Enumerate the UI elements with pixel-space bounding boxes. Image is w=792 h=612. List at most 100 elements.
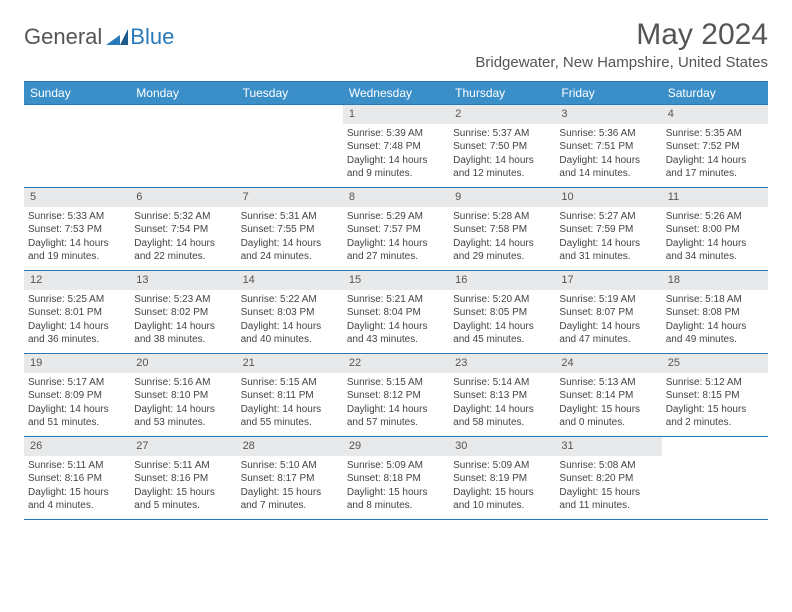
sunset-line: Sunset: 7:57 PM: [347, 223, 445, 237]
daylight-line: Daylight: 15 hours and 0 minutes.: [559, 403, 657, 430]
day-cell: 20Sunrise: 5:16 AMSunset: 8:10 PMDayligh…: [130, 354, 236, 436]
day-cell: 23Sunrise: 5:14 AMSunset: 8:13 PMDayligh…: [449, 354, 555, 436]
day-cell: 25Sunrise: 5:12 AMSunset: 8:15 PMDayligh…: [662, 354, 768, 436]
day-number: 29: [343, 437, 449, 456]
sunrise-line: Sunrise: 5:23 AM: [134, 293, 232, 307]
day-number: 22: [343, 354, 449, 373]
day-cell: 10Sunrise: 5:27 AMSunset: 7:59 PMDayligh…: [555, 188, 661, 270]
day-cell: [24, 105, 130, 187]
sunrise-line: Sunrise: 5:11 AM: [28, 459, 126, 473]
day-header-row: SundayMondayTuesdayWednesdayThursdayFrid…: [24, 81, 768, 104]
day-number: 3: [555, 105, 661, 124]
sunrise-line: Sunrise: 5:28 AM: [453, 210, 551, 224]
sunset-line: Sunset: 8:15 PM: [666, 389, 764, 403]
day-cell: [130, 105, 236, 187]
sunrise-line: Sunrise: 5:35 AM: [666, 127, 764, 141]
daylight-line: Daylight: 14 hours and 17 minutes.: [666, 154, 764, 181]
day-cell: 8Sunrise: 5:29 AMSunset: 7:57 PMDaylight…: [343, 188, 449, 270]
day-cell: [237, 105, 343, 187]
sunrise-line: Sunrise: 5:25 AM: [28, 293, 126, 307]
day-header: Sunday: [24, 82, 130, 104]
sunset-line: Sunset: 7:48 PM: [347, 140, 445, 154]
day-header: Thursday: [449, 82, 555, 104]
sunrise-line: Sunrise: 5:15 AM: [347, 376, 445, 390]
logo-icon: [106, 29, 128, 45]
sunrise-line: Sunrise: 5:18 AM: [666, 293, 764, 307]
day-number: 27: [130, 437, 236, 456]
day-cell: 3Sunrise: 5:36 AMSunset: 7:51 PMDaylight…: [555, 105, 661, 187]
sunset-line: Sunset: 8:11 PM: [241, 389, 339, 403]
sunset-line: Sunset: 7:55 PM: [241, 223, 339, 237]
sunrise-line: Sunrise: 5:37 AM: [453, 127, 551, 141]
sunset-line: Sunset: 8:16 PM: [28, 472, 126, 486]
sunrise-line: Sunrise: 5:26 AM: [666, 210, 764, 224]
daylight-line: Daylight: 15 hours and 4 minutes.: [28, 486, 126, 513]
day-cell: 7Sunrise: 5:31 AMSunset: 7:55 PMDaylight…: [237, 188, 343, 270]
sunset-line: Sunset: 8:14 PM: [559, 389, 657, 403]
day-cell: 19Sunrise: 5:17 AMSunset: 8:09 PMDayligh…: [24, 354, 130, 436]
daylight-line: Daylight: 14 hours and 36 minutes.: [28, 320, 126, 347]
day-cell: 30Sunrise: 5:09 AMSunset: 8:19 PMDayligh…: [449, 437, 555, 519]
day-cell: 14Sunrise: 5:22 AMSunset: 8:03 PMDayligh…: [237, 271, 343, 353]
daylight-line: Daylight: 15 hours and 11 minutes.: [559, 486, 657, 513]
day-cell: 15Sunrise: 5:21 AMSunset: 8:04 PMDayligh…: [343, 271, 449, 353]
sunset-line: Sunset: 7:53 PM: [28, 223, 126, 237]
sunrise-line: Sunrise: 5:39 AM: [347, 127, 445, 141]
sunrise-line: Sunrise: 5:32 AM: [134, 210, 232, 224]
sunset-line: Sunset: 8:19 PM: [453, 472, 551, 486]
sunrise-line: Sunrise: 5:10 AM: [241, 459, 339, 473]
day-cell: 18Sunrise: 5:18 AMSunset: 8:08 PMDayligh…: [662, 271, 768, 353]
daylight-line: Daylight: 14 hours and 29 minutes.: [453, 237, 551, 264]
sunset-line: Sunset: 7:50 PM: [453, 140, 551, 154]
sunrise-line: Sunrise: 5:33 AM: [28, 210, 126, 224]
sunrise-line: Sunrise: 5:08 AM: [559, 459, 657, 473]
logo-text-2: Blue: [130, 24, 174, 50]
day-number: 6: [130, 188, 236, 207]
sunrise-line: Sunrise: 5:36 AM: [559, 127, 657, 141]
sunrise-line: Sunrise: 5:27 AM: [559, 210, 657, 224]
sunset-line: Sunset: 8:03 PM: [241, 306, 339, 320]
sunset-line: Sunset: 8:02 PM: [134, 306, 232, 320]
daylight-line: Daylight: 14 hours and 40 minutes.: [241, 320, 339, 347]
daylight-line: Daylight: 14 hours and 51 minutes.: [28, 403, 126, 430]
week-row: 5Sunrise: 5:33 AMSunset: 7:53 PMDaylight…: [24, 188, 768, 271]
day-cell: 21Sunrise: 5:15 AMSunset: 8:11 PMDayligh…: [237, 354, 343, 436]
daylight-line: Daylight: 14 hours and 38 minutes.: [134, 320, 232, 347]
day-cell: 16Sunrise: 5:20 AMSunset: 8:05 PMDayligh…: [449, 271, 555, 353]
day-number: 23: [449, 354, 555, 373]
day-number: 26: [24, 437, 130, 456]
day-number: 19: [24, 354, 130, 373]
day-number-empty: [237, 105, 343, 124]
day-number: 18: [662, 271, 768, 290]
sunset-line: Sunset: 8:12 PM: [347, 389, 445, 403]
sunset-line: Sunset: 8:10 PM: [134, 389, 232, 403]
day-number-empty: [130, 105, 236, 124]
week-row: 12Sunrise: 5:25 AMSunset: 8:01 PMDayligh…: [24, 271, 768, 354]
sunrise-line: Sunrise: 5:22 AM: [241, 293, 339, 307]
sunset-line: Sunset: 7:54 PM: [134, 223, 232, 237]
sunrise-line: Sunrise: 5:11 AM: [134, 459, 232, 473]
title-block: May 2024 Bridgewater, New Hampshire, Uni…: [475, 18, 768, 71]
day-cell: 5Sunrise: 5:33 AMSunset: 7:53 PMDaylight…: [24, 188, 130, 270]
daylight-line: Daylight: 14 hours and 31 minutes.: [559, 237, 657, 264]
day-header: Tuesday: [237, 82, 343, 104]
sunset-line: Sunset: 8:08 PM: [666, 306, 764, 320]
day-number: 7: [237, 188, 343, 207]
daylight-line: Daylight: 14 hours and 24 minutes.: [241, 237, 339, 264]
sunset-line: Sunset: 8:07 PM: [559, 306, 657, 320]
week-row: 26Sunrise: 5:11 AMSunset: 8:16 PMDayligh…: [24, 437, 768, 520]
day-cell: 6Sunrise: 5:32 AMSunset: 7:54 PMDaylight…: [130, 188, 236, 270]
daylight-line: Daylight: 14 hours and 57 minutes.: [347, 403, 445, 430]
daylight-line: Daylight: 14 hours and 9 minutes.: [347, 154, 445, 181]
calendar: SundayMondayTuesdayWednesdayThursdayFrid…: [24, 81, 768, 520]
day-header: Friday: [555, 82, 661, 104]
day-number: 15: [343, 271, 449, 290]
sunrise-line: Sunrise: 5:29 AM: [347, 210, 445, 224]
day-number: 9: [449, 188, 555, 207]
day-number: 21: [237, 354, 343, 373]
day-number: 13: [130, 271, 236, 290]
sunset-line: Sunset: 7:52 PM: [666, 140, 764, 154]
sunrise-line: Sunrise: 5:09 AM: [347, 459, 445, 473]
day-number: 2: [449, 105, 555, 124]
day-number: 24: [555, 354, 661, 373]
